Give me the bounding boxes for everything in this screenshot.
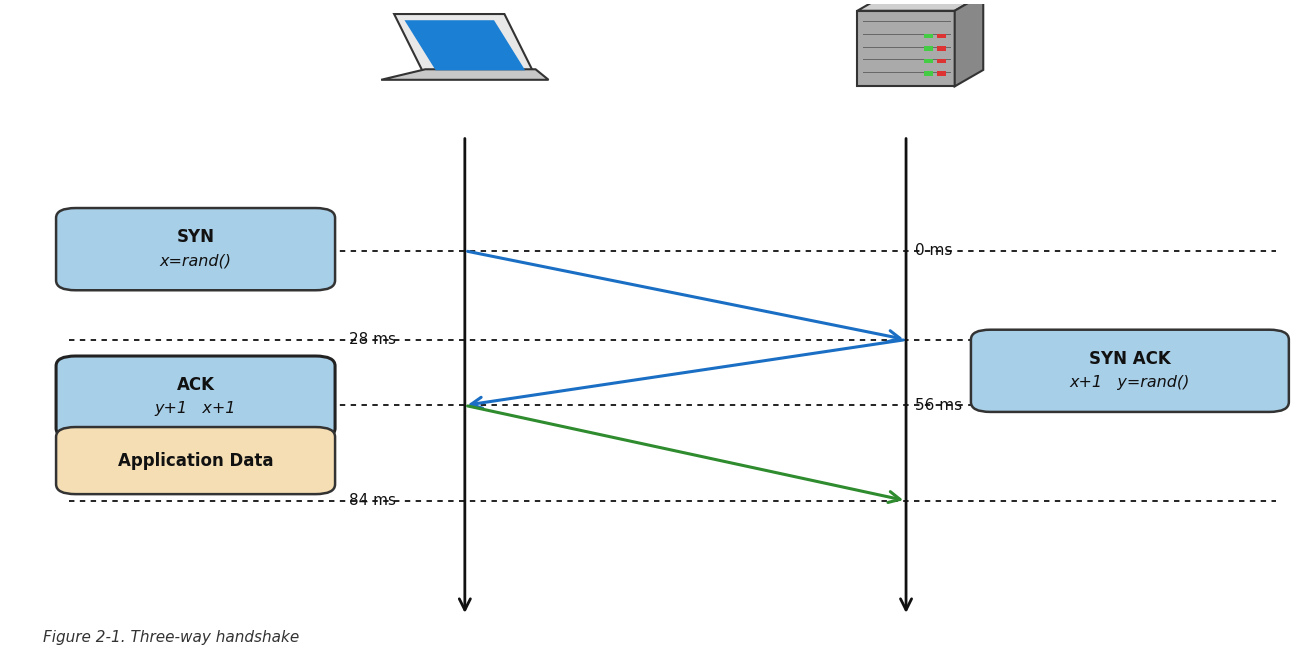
Polygon shape (955, 0, 983, 87)
Text: 28 ms: 28 ms (349, 332, 396, 347)
FancyBboxPatch shape (970, 330, 1289, 412)
Text: Receiver: Receiver (858, 40, 955, 60)
Text: Figure 2-1. Three-way handshake: Figure 2-1. Three-way handshake (43, 631, 299, 645)
Text: ACK: ACK (176, 376, 214, 394)
Text: y+1   x+1: y+1 x+1 (155, 402, 236, 416)
Bar (923, 46, 932, 51)
Text: x=rand(): x=rand() (159, 254, 231, 268)
Text: 56 ms: 56 ms (916, 398, 963, 413)
Polygon shape (394, 14, 535, 77)
Bar (936, 71, 946, 76)
FancyBboxPatch shape (56, 356, 336, 438)
FancyBboxPatch shape (56, 427, 336, 494)
Text: Application Data: Application Data (118, 452, 273, 470)
Text: SYN ACK: SYN ACK (1089, 350, 1170, 368)
Text: 84 ms: 84 ms (349, 494, 396, 508)
Bar (936, 46, 946, 51)
Bar (936, 59, 946, 63)
Text: Sender: Sender (426, 40, 504, 60)
Text: 0 ms: 0 ms (916, 243, 952, 258)
Polygon shape (857, 0, 983, 11)
Text: SYN: SYN (176, 228, 214, 246)
Bar (923, 71, 932, 76)
Polygon shape (857, 11, 955, 87)
FancyBboxPatch shape (56, 208, 336, 290)
Polygon shape (381, 69, 549, 80)
Bar (923, 33, 932, 38)
Bar (936, 33, 946, 38)
Bar (923, 59, 932, 63)
Text: x+1   y=rand(): x+1 y=rand() (1070, 375, 1190, 390)
Polygon shape (405, 20, 525, 71)
